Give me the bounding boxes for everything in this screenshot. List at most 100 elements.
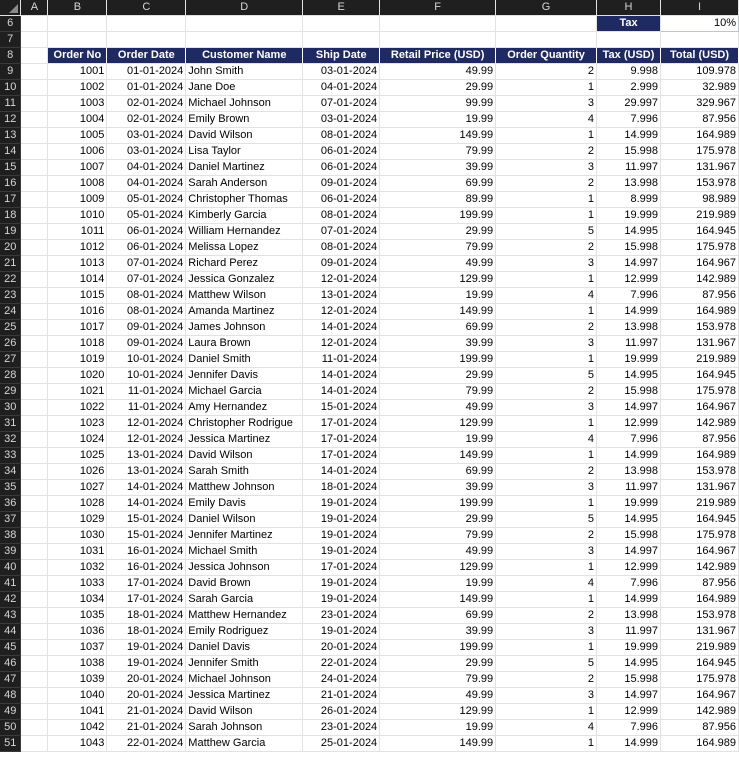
cell-retail-price[interactable]: 149.99 xyxy=(379,127,497,144)
cell-retail-price[interactable]: 79.99 xyxy=(379,671,497,688)
cell-tax-usd[interactable]: 14.997 xyxy=(596,543,661,560)
cell-retail-price[interactable]: 129.99 xyxy=(379,559,497,576)
cell-order-date[interactable]: 10-01-2024 xyxy=(106,351,187,368)
cell-order-date[interactable]: 09-01-2024 xyxy=(106,319,187,336)
cell-order-no[interactable]: 1030 xyxy=(47,527,108,544)
row-header[interactable]: 43 xyxy=(0,607,22,624)
cell-order-no[interactable]: 1010 xyxy=(47,207,108,224)
cell-order-date[interactable]: 13-01-2024 xyxy=(106,447,187,464)
cell-customer-name[interactable]: Jennifer Davis xyxy=(185,367,304,384)
cell-ship-date[interactable]: 12-01-2024 xyxy=(302,335,381,352)
cell-order-date[interactable]: 10-01-2024 xyxy=(106,367,187,384)
cell-order-quantity[interactable]: 2 xyxy=(495,319,598,336)
cell-ship-date[interactable]: 08-01-2024 xyxy=(302,239,381,256)
cell-ship-date[interactable]: 19-01-2024 xyxy=(302,511,381,528)
cell-order-date[interactable]: 12-01-2024 xyxy=(106,415,187,432)
column-header-d[interactable]: D xyxy=(185,0,304,16)
row-header[interactable]: 27 xyxy=(0,351,22,368)
cell-total-usd[interactable]: 219.989 xyxy=(660,639,739,656)
cell-retail-price[interactable]: 19.99 xyxy=(379,287,497,304)
cell-order-quantity[interactable]: 3 xyxy=(495,687,598,704)
cell-ship-date[interactable]: 17-01-2024 xyxy=(302,415,381,432)
cell-order-date[interactable]: 12-01-2024 xyxy=(106,431,187,448)
header-tax-usd[interactable]: Tax (USD) xyxy=(596,47,661,64)
cell-customer-name[interactable]: Jessica Gonzalez xyxy=(185,271,304,288)
cell-order-no[interactable]: 1027 xyxy=(47,479,108,496)
cell-order-quantity[interactable]: 2 xyxy=(495,383,598,400)
cell-tax-usd[interactable]: 7.996 xyxy=(596,575,661,592)
row-header[interactable]: 19 xyxy=(0,223,22,240)
cell-total-usd[interactable]: 164.945 xyxy=(660,511,739,528)
cell-total-usd[interactable]: 164.967 xyxy=(660,399,739,416)
cell-order-no[interactable]: 1004 xyxy=(47,111,108,128)
cell[interactable] xyxy=(495,15,598,32)
cell-order-quantity[interactable]: 1 xyxy=(495,191,598,208)
cell-ship-date[interactable]: 08-01-2024 xyxy=(302,207,381,224)
cell-retail-price[interactable]: 39.99 xyxy=(379,623,497,640)
cell-order-date[interactable]: 11-01-2024 xyxy=(106,383,187,400)
cell-total-usd[interactable]: 87.956 xyxy=(660,575,739,592)
cell-order-no[interactable]: 1042 xyxy=(47,719,108,736)
cell-order-date[interactable]: 11-01-2024 xyxy=(106,399,187,416)
cell-total-usd[interactable]: 175.978 xyxy=(660,143,739,160)
cell-total-usd[interactable]: 142.989 xyxy=(660,415,739,432)
cell[interactable] xyxy=(20,239,49,256)
cell[interactable] xyxy=(47,31,108,48)
row-header[interactable]: 17 xyxy=(0,191,22,208)
cell-order-no[interactable]: 1026 xyxy=(47,463,108,480)
cell-retail-price[interactable]: 149.99 xyxy=(379,591,497,608)
cell[interactable] xyxy=(185,15,304,32)
row-header[interactable]: 35 xyxy=(0,479,22,496)
cell[interactable] xyxy=(20,383,49,400)
cell-total-usd[interactable]: 153.978 xyxy=(660,319,739,336)
cell-tax-usd[interactable]: 14.995 xyxy=(596,655,661,672)
cell-order-quantity[interactable]: 2 xyxy=(495,527,598,544)
cell[interactable] xyxy=(20,159,49,176)
cell-order-quantity[interactable]: 2 xyxy=(495,607,598,624)
cell-ship-date[interactable]: 26-01-2024 xyxy=(302,703,381,720)
cell[interactable] xyxy=(20,31,49,48)
cell-order-no[interactable]: 1029 xyxy=(47,511,108,528)
cell-order-no[interactable]: 1007 xyxy=(47,159,108,176)
row-header[interactable]: 37 xyxy=(0,511,22,528)
cell-order-no[interactable]: 1002 xyxy=(47,79,108,96)
cell-total-usd[interactable]: 87.956 xyxy=(660,719,739,736)
cell-ship-date[interactable]: 06-01-2024 xyxy=(302,143,381,160)
cell-customer-name[interactable]: Amy Hernandez xyxy=(185,399,304,416)
cell-order-no[interactable]: 1039 xyxy=(47,671,108,688)
cell[interactable] xyxy=(495,31,598,48)
cell-order-quantity[interactable]: 2 xyxy=(495,463,598,480)
cell-order-quantity[interactable]: 3 xyxy=(495,335,598,352)
cell-total-usd[interactable]: 219.989 xyxy=(660,207,739,224)
cell-tax-usd[interactable]: 14.995 xyxy=(596,511,661,528)
cell-retail-price[interactable]: 49.99 xyxy=(379,543,497,560)
cell-order-no[interactable]: 1035 xyxy=(47,607,108,624)
cell[interactable] xyxy=(20,127,49,144)
row-header[interactable]: 49 xyxy=(0,703,22,720)
cell-ship-date[interactable]: 07-01-2024 xyxy=(302,223,381,240)
cell-customer-name[interactable]: Jessica Martinez xyxy=(185,431,304,448)
cell-order-no[interactable]: 1011 xyxy=(47,223,108,240)
cell-tax-usd[interactable]: 14.997 xyxy=(596,687,661,704)
cell-ship-date[interactable]: 17-01-2024 xyxy=(302,559,381,576)
cell-tax-usd[interactable]: 14.999 xyxy=(596,127,661,144)
column-header-a[interactable]: A xyxy=(20,0,49,16)
cell-order-quantity[interactable]: 2 xyxy=(495,239,598,256)
cell-order-quantity[interactable]: 5 xyxy=(495,367,598,384)
row-header[interactable]: 46 xyxy=(0,655,22,672)
header-retail-price[interactable]: Retail Price (USD) xyxy=(379,47,497,64)
cell-total-usd[interactable]: 219.989 xyxy=(660,495,739,512)
cell-customer-name[interactable]: Melissa Lopez xyxy=(185,239,304,256)
cell-total-usd[interactable]: 153.978 xyxy=(660,463,739,480)
cell-order-quantity[interactable]: 3 xyxy=(495,623,598,640)
cell-order-date[interactable]: 04-01-2024 xyxy=(106,159,187,176)
cell-total-usd[interactable]: 131.967 xyxy=(660,335,739,352)
cell-tax-usd[interactable]: 7.996 xyxy=(596,431,661,448)
row-header[interactable]: 32 xyxy=(0,431,22,448)
cell-order-date[interactable]: 21-01-2024 xyxy=(106,719,187,736)
cell-ship-date[interactable]: 14-01-2024 xyxy=(302,319,381,336)
row-header[interactable]: 22 xyxy=(0,271,22,288)
cell-order-date[interactable]: 05-01-2024 xyxy=(106,207,187,224)
cell-order-no[interactable]: 1018 xyxy=(47,335,108,352)
cell-customer-name[interactable]: Sarah Johnson xyxy=(185,719,304,736)
